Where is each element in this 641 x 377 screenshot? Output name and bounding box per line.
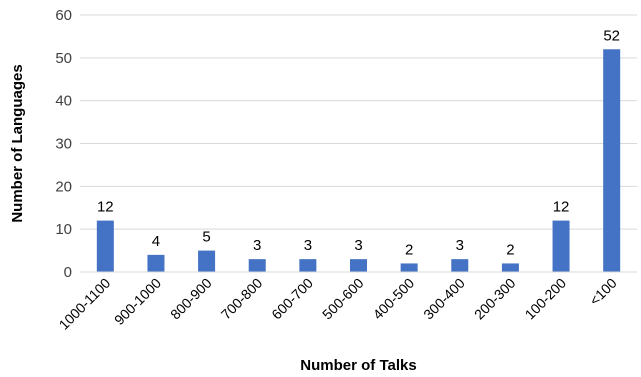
x-tick-label: 800-900 [167,275,215,323]
bar [198,250,216,272]
data-label: 3 [354,237,362,254]
bar [603,49,621,273]
x-tick-label: 1000-1100 [56,275,114,333]
x-tick-label: 400-500 [370,275,418,323]
data-label: 12 [553,199,570,216]
y-tick-label: 30 [55,136,72,153]
bars [96,49,621,273]
bar [501,263,519,272]
data-label: 3 [253,237,261,254]
bar [552,220,570,272]
x-axis-title: Number of Talks [300,357,416,374]
bar [96,220,114,272]
y-tick-label: 50 [55,50,72,67]
y-tick-label: 10 [55,221,72,238]
bar [147,254,165,272]
data-labels: 12 4 5 3 3 3 2 3 2 12 52 [97,27,620,258]
x-tick-label: 100-200 [522,275,570,323]
y-tick-label: 60 [55,7,72,24]
x-tick-label: 300-400 [420,275,468,323]
x-tick-label: 900-1000 [111,275,164,328]
data-label: 52 [603,27,620,44]
bar [299,259,317,272]
bar [451,259,469,272]
x-tick-label: 500-600 [319,275,367,323]
x-tick-label: 200-300 [471,275,519,323]
data-label: 5 [202,229,210,246]
y-axis-ticks: 0 10 20 30 40 50 60 [55,7,72,281]
bar [400,263,418,272]
x-tick-label: <100 [586,275,620,309]
data-label: 2 [506,241,514,258]
y-tick-label: 20 [55,178,72,195]
x-tick-label: 600-700 [268,275,316,323]
data-label: 3 [304,237,312,254]
x-tick-label: 700-800 [218,275,266,323]
data-label: 4 [152,233,160,250]
data-label: 3 [456,237,464,254]
y-tick-label: 40 [55,93,72,110]
bar [350,259,367,272]
data-label: 12 [97,199,114,216]
bar [248,259,266,272]
data-label: 2 [405,241,413,258]
y-axis-title: Number of Languages [9,64,26,222]
grid-lines [80,14,637,230]
y-tick-label: 0 [64,264,72,281]
